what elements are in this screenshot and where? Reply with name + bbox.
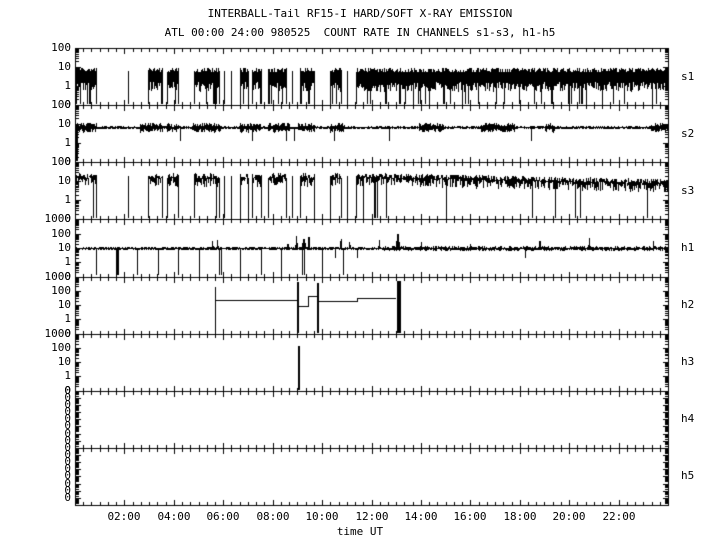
y-tick-label: 0 — [64, 434, 71, 447]
x-axis-title: time UT — [336, 525, 384, 538]
x-tick-label: 14:00 — [404, 510, 438, 523]
x-tick-label: 04:00 — [157, 510, 191, 523]
y-tick-label: 0 — [64, 491, 71, 504]
y-tick-label: 1 — [64, 136, 71, 149]
channel-label: h4 — [681, 412, 695, 425]
y-tick-label: 0 — [64, 212, 71, 225]
y-tick-label: 0 — [64, 455, 71, 468]
channel-label: h3 — [681, 355, 695, 368]
y-tick-label: 0 — [64, 477, 71, 490]
y-tick-label: 10 — [57, 174, 71, 187]
y-tick-label: 100 — [51, 98, 71, 111]
y-tick-label: 10 — [57, 241, 71, 254]
y-tick-label: 0 — [64, 327, 71, 340]
y-tick-label: 0 — [64, 427, 71, 440]
x-tick-label: 06:00 — [206, 510, 240, 523]
chart-title: INTERBALL-Tail RF15-I HARD/SOFT X-RAY EM… — [207, 7, 513, 20]
y-tick-label: 10 — [57, 355, 71, 368]
channel-label: h2 — [681, 298, 695, 311]
x-tick-label: 20:00 — [552, 510, 586, 523]
y-tick-label: 1 — [64, 79, 71, 92]
x-tick-label: 18:00 — [503, 510, 537, 523]
x-tick-label: 12:00 — [355, 510, 389, 523]
y-tick-label: 0 — [64, 155, 71, 168]
y-tick-label: 0 — [64, 384, 71, 397]
y-tick-label: 0 — [64, 419, 71, 432]
y-tick-label: 10 — [57, 298, 71, 311]
y-tick-label: 10 — [57, 60, 71, 73]
y-tick-label: 0 — [64, 441, 71, 454]
y-tick-label: 100 — [51, 284, 71, 297]
y-tick-label: 0 — [64, 412, 71, 425]
y-tick-label: 0 — [64, 484, 71, 497]
x-tick-label: 16:00 — [453, 510, 487, 523]
y-tick-label: 0 — [64, 462, 71, 475]
channel-label: h5 — [681, 469, 695, 482]
y-tick-label: 100 — [51, 227, 71, 240]
channel-label: s2 — [681, 127, 695, 140]
y-tick-label: 0 — [64, 384, 71, 397]
y-tick-label: 100 — [51, 41, 71, 54]
channel-label: h1 — [681, 241, 695, 254]
y-tick-label: 0 — [64, 98, 71, 111]
y-tick-label: 1 — [64, 369, 71, 382]
y-tick-label: 1 — [64, 255, 71, 268]
y-tick-label: 0 — [64, 270, 71, 283]
y-tick-label: 1000 — [44, 327, 72, 340]
y-tick-label: 10 — [57, 117, 71, 130]
channel-label: s3 — [681, 184, 695, 197]
y-tick-label: 0 — [64, 405, 71, 418]
y-tick-label: 0 — [64, 391, 71, 404]
x-tick-label: 08:00 — [256, 510, 290, 523]
y-tick-label: 1 — [64, 312, 71, 325]
y-tick-label: 1 — [64, 193, 71, 206]
chart-subtitle: ATL 00:00 24:00 980525 COUNT RATE IN CHA… — [164, 26, 556, 39]
x-tick-label: 10:00 — [305, 510, 339, 523]
channel-label: s1 — [681, 70, 695, 83]
y-tick-label: 1000 — [44, 270, 72, 283]
y-tick-label: 0 — [64, 398, 71, 411]
y-tick-label: 0 — [64, 448, 71, 461]
x-tick-label: 22:00 — [602, 510, 636, 523]
y-tick-label: 100 — [51, 155, 71, 168]
y-tick-label: 0 — [64, 469, 71, 482]
y-tick-label: 1000 — [44, 212, 72, 225]
y-tick-label: 100 — [51, 341, 71, 354]
x-tick-label: 02:00 — [107, 510, 141, 523]
